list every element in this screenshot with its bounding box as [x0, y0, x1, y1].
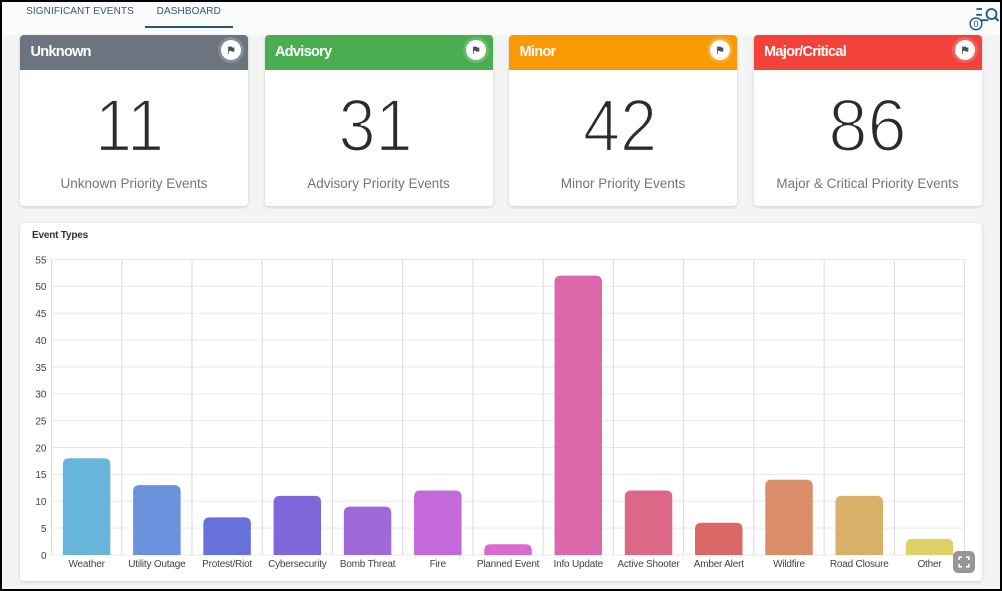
svg-text:50: 50 [35, 282, 47, 293]
svg-text:Other: Other [917, 559, 942, 570]
svg-text:55: 55 [35, 255, 47, 266]
svg-text:Active Shooter: Active Shooter [617, 559, 680, 570]
svg-text:0: 0 [41, 551, 47, 562]
svg-text:Wildfire: Wildfire [773, 559, 805, 570]
svg-text:Cybersecurity: Cybersecurity [268, 559, 327, 570]
svg-text:31: 31 [338, 84, 412, 167]
svg-text:Amber Alert: Amber Alert [694, 559, 744, 570]
svg-text:35: 35 [35, 363, 47, 374]
svg-text:Bomb Threat: Bomb Threat [340, 559, 396, 570]
svg-text:45: 45 [35, 309, 47, 320]
svg-text:11: 11 [95, 84, 164, 167]
svg-text:15: 15 [35, 470, 47, 481]
svg-text:25: 25 [35, 416, 47, 427]
svg-text:5: 5 [41, 524, 47, 535]
svg-text:40: 40 [35, 336, 47, 347]
svg-text:Utility Outage: Utility Outage [128, 559, 186, 570]
svg-text:Fire: Fire [430, 559, 447, 570]
svg-text:10: 10 [35, 497, 47, 508]
svg-text:0: 0 [973, 19, 978, 29]
svg-text:Info Update: Info Update [554, 559, 604, 570]
svg-text:30: 30 [35, 390, 47, 401]
svg-text:Planned Event: Planned Event [477, 559, 540, 570]
svg-text:Protest/Riot: Protest/Riot [202, 559, 252, 570]
svg-text:86: 86 [828, 85, 906, 167]
svg-text:42: 42 [583, 84, 657, 167]
svg-text:20: 20 [35, 443, 47, 454]
svg-text:Road Closure: Road Closure [830, 559, 889, 570]
svg-text:Weather: Weather [69, 559, 106, 570]
